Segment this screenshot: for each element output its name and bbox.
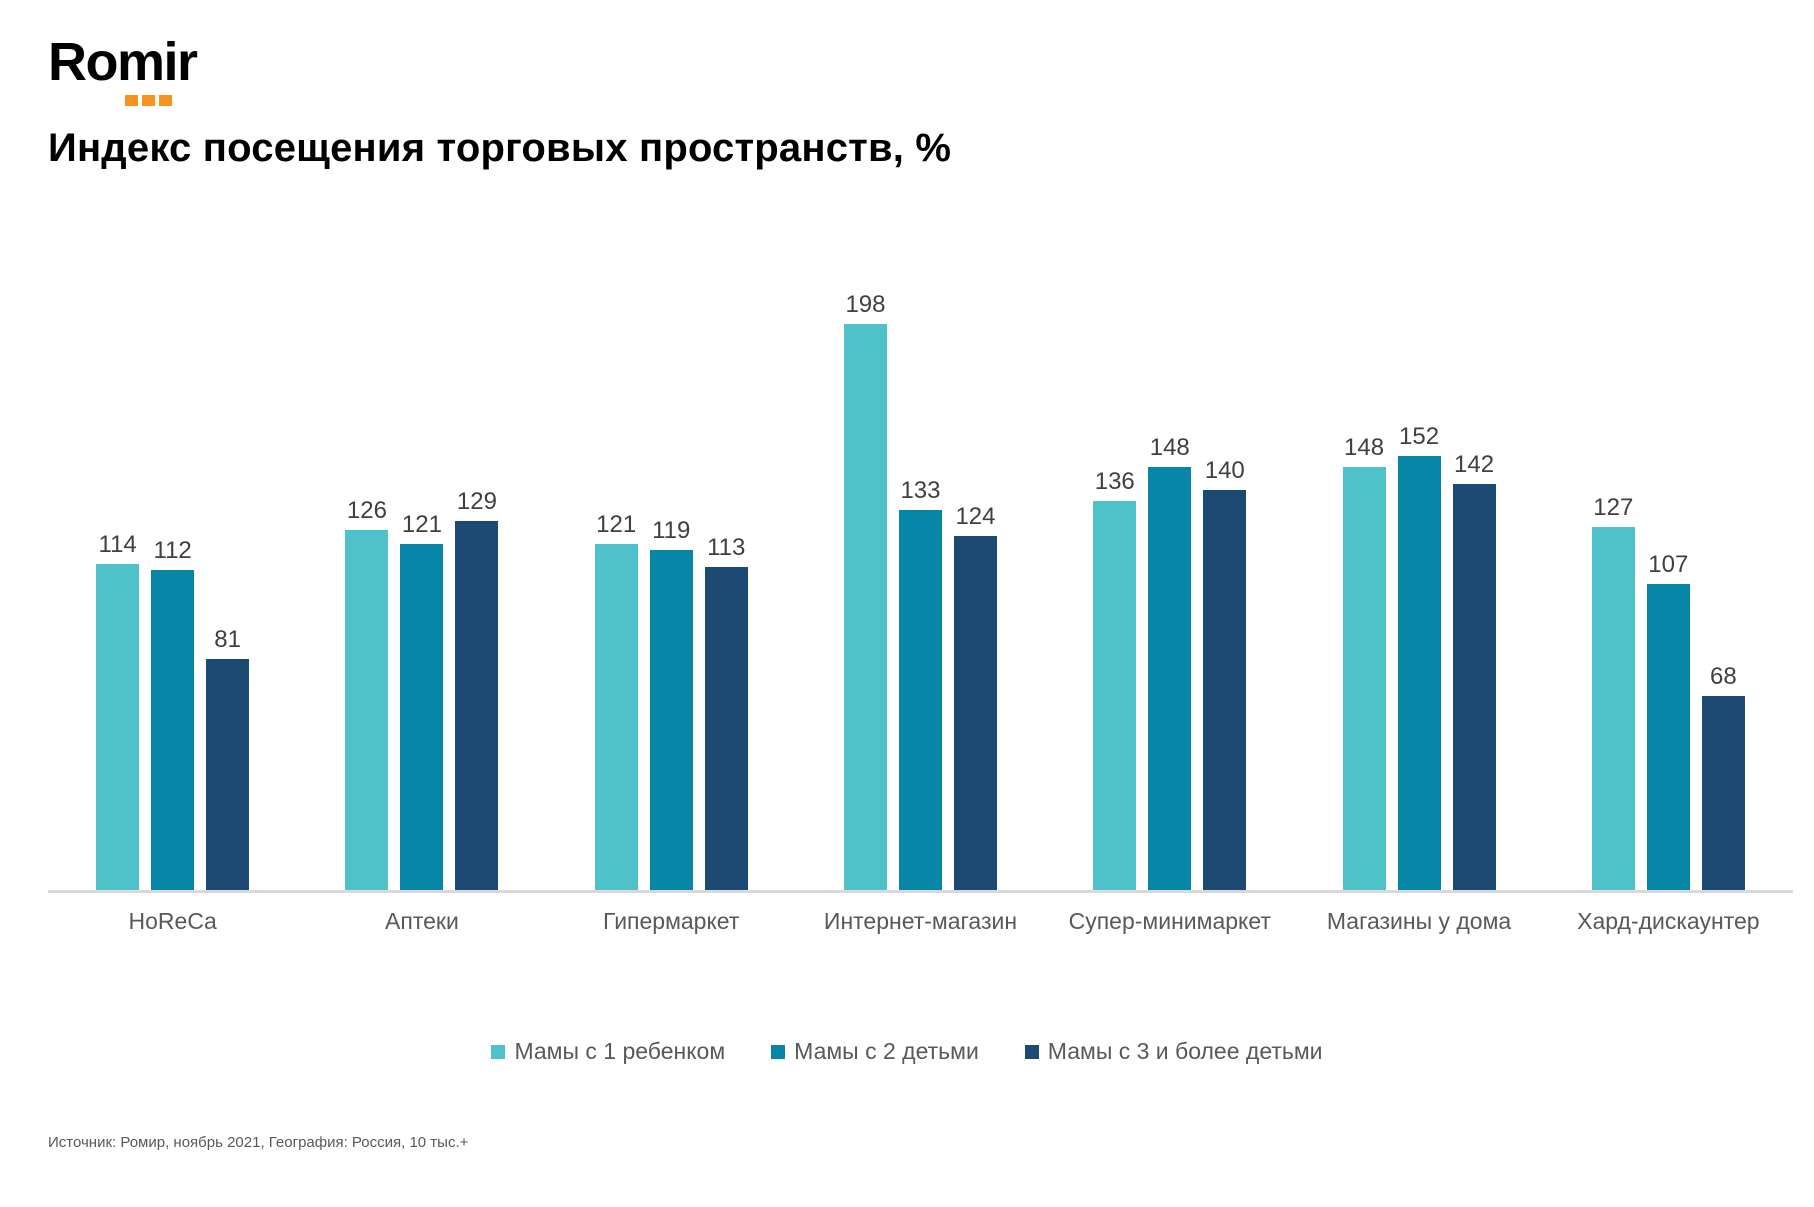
legend-item: Мамы с 1 ребенком xyxy=(491,1038,725,1065)
bar-value-label: 140 xyxy=(1204,457,1245,484)
category-label: Интернет-магазин xyxy=(823,908,1018,934)
bar-value-label: 107 xyxy=(1648,551,1689,578)
legend-label: Мамы с 2 детьми xyxy=(794,1038,979,1064)
bar xyxy=(843,324,887,890)
bar xyxy=(953,536,997,890)
bar-column: 140 xyxy=(1203,457,1247,890)
bar-column: 81 xyxy=(206,626,250,890)
legend: Мамы с 1 ребенком Мамы с 2 детьми Мамы с 3… xyxy=(0,1038,1814,1065)
bar-value-label: 68 xyxy=(1709,663,1737,690)
bar xyxy=(1342,467,1386,890)
bar-column: 113 xyxy=(704,534,748,890)
bar-column: 112 xyxy=(151,537,195,890)
bar-column: 124 xyxy=(953,503,997,890)
romir-logo-dots-icon xyxy=(125,95,172,106)
bar xyxy=(1397,456,1441,890)
legend-label: Мамы с 1 ребенком xyxy=(514,1038,726,1064)
category-label: Хард-дискаунтер xyxy=(1577,908,1760,934)
romir-logo-text: Romir xyxy=(48,32,198,92)
bar-column: 133 xyxy=(898,477,942,890)
source-note: Источник: Ромир, ноябрь 2021, География:… xyxy=(48,1134,469,1151)
bar-group: 114 112 81 xyxy=(48,533,297,890)
bar-value-label: 152 xyxy=(1399,423,1440,450)
bar-column: 136 xyxy=(1093,468,1137,890)
bar-column: 152 xyxy=(1397,423,1441,890)
bar-value-label: 124 xyxy=(955,503,996,530)
bar-group: 126 121 129 xyxy=(297,490,546,890)
bar xyxy=(1701,696,1745,890)
bar-column: 68 xyxy=(1701,663,1745,890)
legend-item: Мамы с 3 и более детьми xyxy=(1024,1038,1323,1065)
bar xyxy=(898,510,942,890)
bar-column: 129 xyxy=(455,488,499,890)
category-label: Магазины у дома xyxy=(1326,908,1512,934)
legend-swatch xyxy=(491,1044,506,1059)
bar-value-label: 148 xyxy=(1344,434,1385,461)
category-label: Аптеки xyxy=(385,908,459,934)
bar-group: 136 148 140 xyxy=(1045,436,1294,890)
bar-column: 198 xyxy=(843,291,887,890)
bar-column: 142 xyxy=(1452,451,1496,890)
bar-group: 127 107 68 xyxy=(1544,496,1793,890)
bar xyxy=(1203,490,1247,890)
bar-value-label: 127 xyxy=(1593,494,1634,521)
bar-value-label: 121 xyxy=(401,511,442,538)
category-label: Супер-минимаркет xyxy=(1068,908,1271,934)
bar xyxy=(649,550,693,890)
bar xyxy=(1452,484,1496,890)
bar xyxy=(1093,501,1137,890)
bar-group: 198 133 124 xyxy=(796,293,1045,890)
bar-value-label: 126 xyxy=(346,497,387,524)
category-axis: HoReCa Аптеки Гипермаркет Интернет-магазин С… xyxy=(48,908,1793,935)
bar-value-label: 81 xyxy=(214,626,241,653)
bar-value-label: 148 xyxy=(1149,434,1190,461)
bar xyxy=(1148,467,1192,890)
bar-value-label: 114 xyxy=(98,531,137,558)
bar-value-label: 121 xyxy=(596,511,637,538)
bar-column: 126 xyxy=(345,497,389,890)
bar-value-label: 136 xyxy=(1094,468,1135,495)
legend-item: Мамы с 2 детьми xyxy=(771,1038,979,1065)
bar-column: 121 xyxy=(594,511,638,890)
bar xyxy=(400,544,444,890)
legend-swatch xyxy=(771,1044,786,1059)
bar xyxy=(96,564,140,890)
bar-column: 119 xyxy=(649,517,693,890)
category-label: Гипермаркет xyxy=(603,908,740,934)
bar-column: 148 xyxy=(1342,434,1386,890)
bar-value-label: 133 xyxy=(900,477,941,504)
bar-column: 127 xyxy=(1591,494,1635,890)
bar-value-label: 112 xyxy=(153,537,192,564)
bar xyxy=(1646,584,1690,890)
bar-column: 114 xyxy=(96,531,140,890)
romir-logo: Romir xyxy=(48,32,198,106)
bar-group: 121 119 113 xyxy=(547,513,796,890)
bar xyxy=(345,530,389,890)
bar-column: 121 xyxy=(400,511,444,890)
category-label: HoReCa xyxy=(128,908,217,934)
bar xyxy=(151,570,195,890)
bar xyxy=(704,567,748,890)
bar-column: 148 xyxy=(1148,434,1192,890)
bar-column: 107 xyxy=(1646,551,1690,890)
bar xyxy=(1591,527,1635,890)
legend-swatch xyxy=(1024,1044,1039,1059)
bar xyxy=(455,521,499,890)
bar-value-label: 113 xyxy=(707,534,746,561)
plot-area: 114 112 81 126 121 129 121 119 113 198 133 124 136 14… xyxy=(48,293,1793,893)
chart-title: Индекс посещения торговых пространств, % xyxy=(48,126,952,170)
bar xyxy=(594,544,638,890)
bar-value-label: 119 xyxy=(652,517,691,544)
bar-value-label: 129 xyxy=(456,488,497,515)
bar-value-label: 198 xyxy=(845,291,886,318)
legend-label: Мамы с 3 и более детьми xyxy=(1047,1038,1323,1064)
bar-value-label: 142 xyxy=(1454,451,1495,478)
bar-group: 148 152 142 xyxy=(1294,425,1543,890)
bar xyxy=(206,659,250,890)
